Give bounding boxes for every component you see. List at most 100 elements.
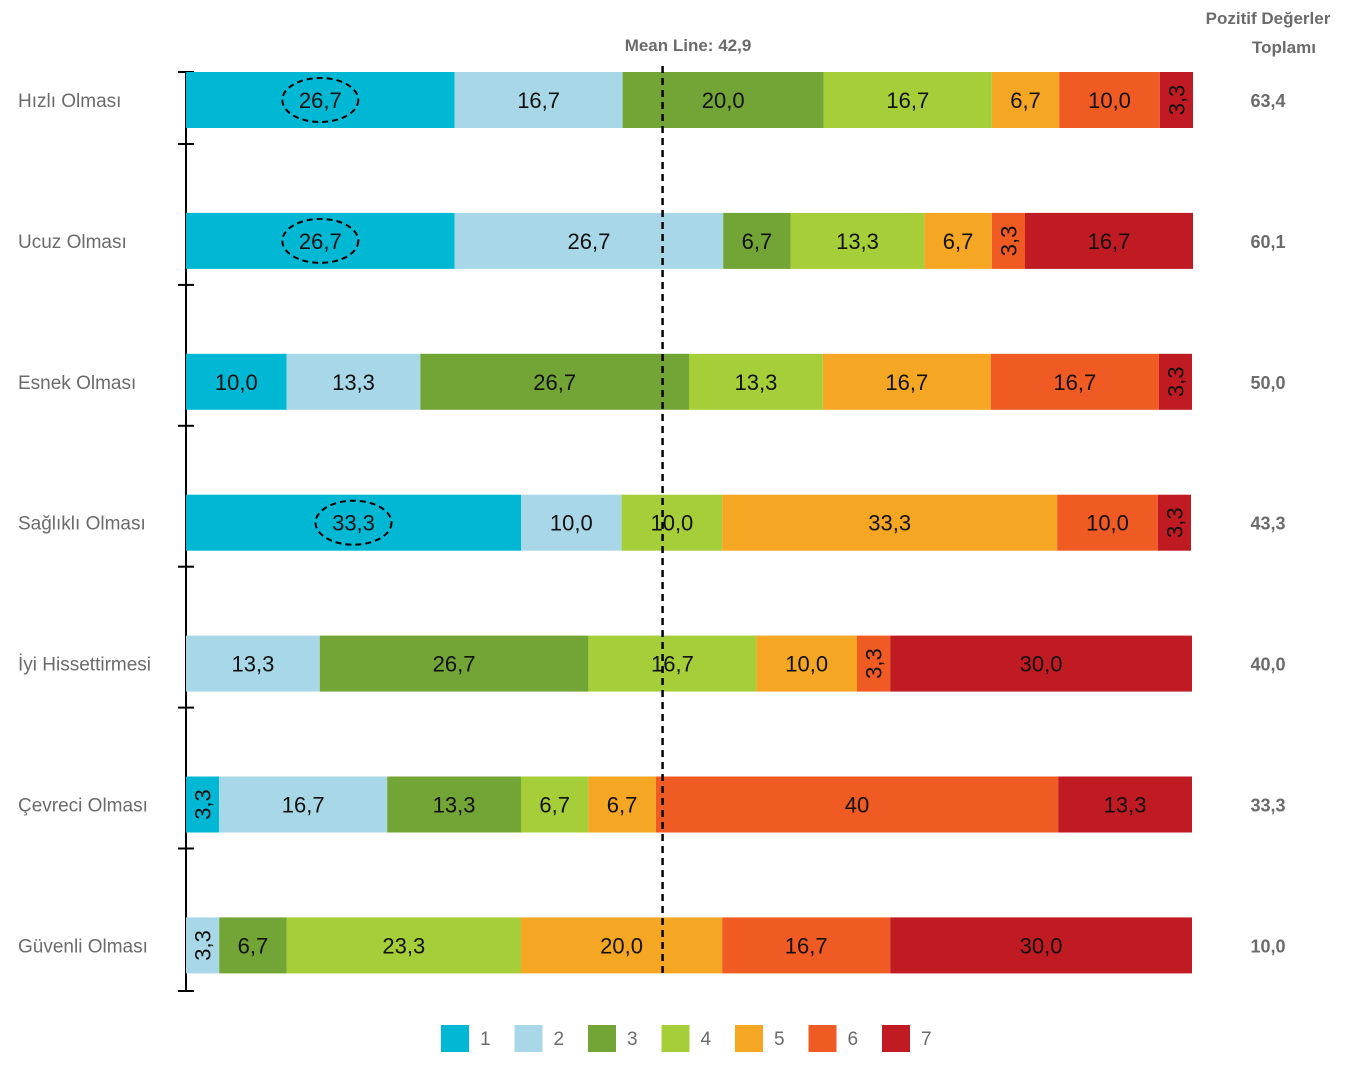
bar-segment: [621, 494, 723, 551]
data-label: 33,3: [332, 511, 375, 536]
data-label: 13,3: [734, 370, 777, 395]
bar-segment: [520, 917, 723, 974]
data-label: 10,0: [215, 370, 258, 395]
bar-segment: [286, 917, 521, 974]
data-label: 40: [845, 793, 869, 818]
positive-sum-value: 63,4: [1250, 91, 1285, 111]
data-label: 3,3: [862, 648, 887, 679]
data-label: 16,7: [282, 793, 325, 818]
category-label: Çevreci Olması: [18, 796, 148, 817]
sum-column-title-line2: Toplamı: [1252, 38, 1316, 57]
positive-sum-value: 10,0: [1250, 936, 1285, 956]
data-label: 10,0: [650, 511, 693, 536]
bar-segment: [1158, 353, 1192, 410]
legend-swatch: [514, 1025, 543, 1052]
bar-segment: [1058, 776, 1192, 833]
bar-segment: [219, 776, 388, 833]
data-label: 6,7: [607, 793, 638, 818]
data-label: 30,0: [1020, 933, 1063, 958]
data-label: 20,0: [702, 88, 745, 113]
bar-segment: [689, 353, 823, 410]
positive-sum-column: Pozitif Değerler Toplamı 63,4 60,1 50,0 43,…: [1206, 9, 1331, 956]
bar-segment: [756, 635, 858, 692]
bar-segment: [1025, 212, 1194, 269]
bar-segment: [186, 917, 220, 974]
mean-line-label: Mean Line: 42,9: [625, 36, 752, 55]
bar-segment: [622, 72, 824, 128]
data-label: 3,3: [1164, 85, 1189, 116]
data-label: 3,3: [1162, 507, 1187, 538]
data-label: 26,7: [567, 229, 610, 254]
bar-segment: [722, 494, 1058, 551]
data-label: 6,7: [238, 933, 269, 958]
data-label: 16,7: [1053, 370, 1096, 395]
category-label: Hızlı Olması: [18, 91, 121, 112]
data-label: 3,3: [996, 226, 1021, 257]
bar-segment: [520, 776, 589, 833]
bar-segment: [286, 353, 421, 410]
bar-segment: [186, 635, 320, 692]
bar-segment: [454, 212, 724, 269]
bar-segment: [219, 917, 287, 974]
data-label: 30,0: [1020, 652, 1063, 677]
data-label: 10,0: [1088, 88, 1131, 113]
data-label: 16,7: [1088, 229, 1131, 254]
bars: 26,7 16,7 20,0 16,7 6,7 10,0 3,3 26,7 26,7 6,7 13,…: [186, 72, 1194, 974]
bar-segment: [454, 72, 623, 128]
bar-segment: [1059, 72, 1160, 128]
data-label: 3,3: [191, 930, 216, 961]
data-label: 6,7: [539, 793, 570, 818]
data-label: 13,3: [332, 370, 375, 395]
bar-segment: [1159, 72, 1194, 128]
data-label: 10,0: [550, 511, 593, 536]
bar-segment: [823, 72, 992, 128]
highlight-ellipse: [314, 499, 393, 546]
category-label: Ucuz Olması: [18, 232, 127, 253]
data-label: 20,0: [600, 933, 643, 958]
data-label: 16,7: [785, 933, 828, 958]
category-label: Güvenli Olması: [18, 936, 148, 957]
legend-swatch: [588, 1025, 616, 1052]
positive-sum-value: 60,1: [1250, 232, 1285, 252]
highlight-ellipse: [281, 217, 360, 264]
data-label: 3,3: [1163, 367, 1188, 398]
legend-label: 7: [921, 1029, 932, 1050]
data-label: 33,3: [868, 511, 911, 536]
bar-segment: [186, 494, 521, 551]
legend-label: 4: [701, 1029, 712, 1050]
data-label: 26,7: [299, 229, 342, 254]
bar-segment: [186, 212, 455, 269]
legend-label: 3: [627, 1029, 638, 1050]
positive-sum-value: 50,0: [1250, 373, 1285, 393]
data-label: 26,7: [433, 652, 476, 677]
bar-segment: [991, 212, 1026, 269]
data-label: 6,7: [742, 229, 773, 254]
legend-label: 1: [480, 1029, 491, 1050]
bar-segment: [991, 72, 1060, 128]
data-label: 16,7: [886, 88, 929, 113]
data-label: 23,3: [382, 933, 425, 958]
bar-segment: [387, 776, 521, 833]
bar-segment: [924, 212, 992, 269]
bar-segment: [319, 635, 589, 692]
data-label: 6,7: [1010, 88, 1041, 113]
bar-segment: [722, 917, 891, 974]
bar-segment: [890, 917, 1192, 974]
data-label: 10,0: [785, 652, 828, 677]
positive-sum-value: 40,0: [1250, 655, 1285, 675]
data-label: 16,7: [651, 652, 694, 677]
bar-segment: [420, 353, 689, 410]
legend-swatch: [735, 1025, 763, 1052]
data-label: 3,3: [191, 789, 216, 820]
data-label: 13,3: [231, 652, 274, 677]
bar-segment: [655, 776, 1059, 833]
category-label: Esnek Olması: [18, 373, 136, 394]
mean-line-group: Mean Line: 42,9: [625, 36, 752, 976]
bar-segment: [1057, 494, 1158, 551]
bar-segment: [1157, 494, 1191, 551]
bar-segment: [822, 353, 991, 410]
legend-swatch: [661, 1025, 690, 1052]
highlight-ellipse: [281, 77, 360, 123]
bar-segment: [857, 635, 891, 692]
positive-sum-value: 33,3: [1250, 796, 1285, 816]
